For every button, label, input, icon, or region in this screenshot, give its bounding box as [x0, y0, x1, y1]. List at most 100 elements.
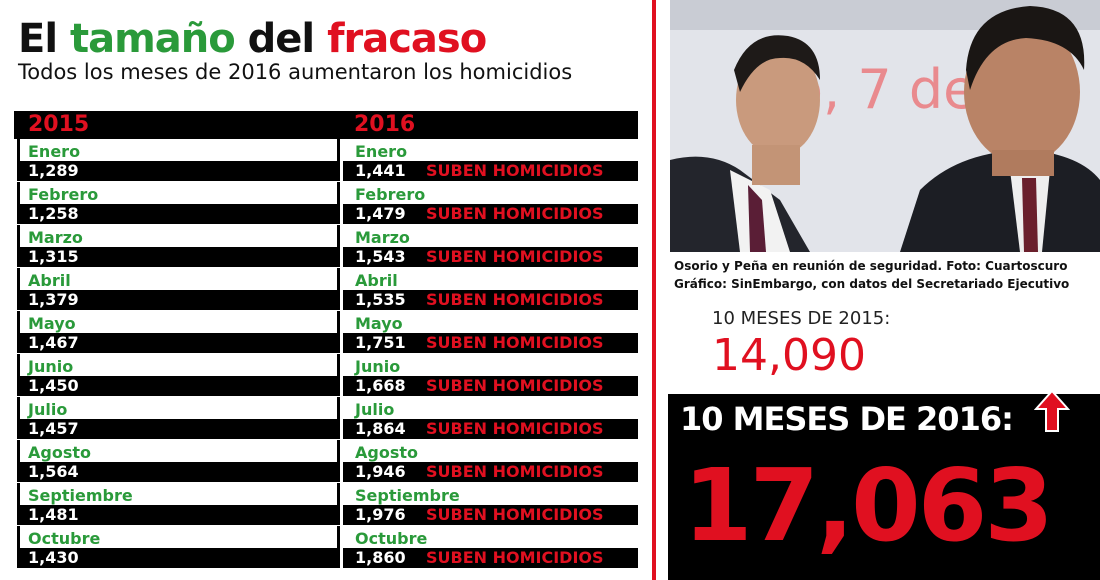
tag-suben-homicidios: SUBEN HOMICIDIOS	[426, 290, 604, 309]
value-2016: 1,976	[355, 505, 406, 524]
tag-suben-homicidios: SUBEN HOMICIDIOS	[426, 419, 604, 438]
value-2016: 1,479	[355, 204, 406, 223]
photo: o, 7 de n	[670, 0, 1100, 252]
month-label-2016: Octubre	[355, 529, 428, 548]
month-label-2016: Abril	[355, 271, 398, 290]
title-word-el: El	[18, 16, 58, 62]
header-2015-bar: 2015	[14, 111, 340, 139]
value-bar-2015	[17, 204, 340, 224]
total-2016-box	[668, 394, 1100, 580]
month-box-2015	[17, 440, 340, 464]
month-label-2016: Mayo	[355, 314, 403, 333]
month-label-2016: Julio	[355, 400, 395, 419]
total-2015-label: 10 MESES DE 2015:	[712, 308, 891, 329]
tag-suben-homicidios: SUBEN HOMICIDIOS	[426, 204, 604, 223]
value-bar-2015	[17, 419, 340, 439]
month-label-2016: Marzo	[355, 228, 410, 247]
value-bar-2016	[343, 333, 638, 353]
month-label-2015: Enero	[28, 142, 81, 161]
total-2015-value: 14,090	[712, 330, 866, 381]
value-bar-2016	[343, 462, 638, 482]
caption-graphic-credit: Gráfico: SinEmbargo, con datos del Secre…	[674, 277, 1070, 291]
total-2016-value: 17,063	[683, 447, 1054, 564]
value-bar-2015	[17, 462, 340, 482]
value-bar-2015	[17, 290, 340, 310]
month-label-2016: Enero	[355, 142, 408, 161]
value-2015: 1,481	[28, 505, 79, 524]
month-label-2016: Febrero	[355, 185, 426, 204]
month-label-2016: Septiembre	[355, 486, 460, 505]
value-2016: 1,668	[355, 376, 406, 395]
tag-suben-homicidios: SUBEN HOMICIDIOS	[426, 247, 604, 266]
month-box-2015	[17, 311, 340, 335]
value-2015: 1,258	[28, 204, 79, 223]
value-bar-2016	[343, 247, 638, 267]
caption-photo-credit: Osorio y Peña en reunión de seguridad. F…	[674, 259, 1068, 273]
page-title: El tamaño del fracaso	[18, 12, 487, 66]
value-2016: 1,535	[355, 290, 406, 309]
value-bar-2016	[343, 161, 638, 181]
value-2015: 1,289	[28, 161, 79, 180]
month-box-2015	[17, 268, 340, 292]
photo-caption: Osorio y Peña en reunión de seguridad. F…	[674, 257, 1069, 293]
value-2016: 1,543	[355, 247, 406, 266]
red-divider	[652, 0, 656, 580]
tag-suben-homicidios: SUBEN HOMICIDIOS	[426, 462, 604, 481]
title-word-tamano: tamaño	[69, 16, 236, 62]
month-label-2015: Septiembre	[28, 486, 133, 505]
tag-suben-homicidios: SUBEN HOMICIDIOS	[426, 161, 604, 180]
month-label-2015: Agosto	[28, 443, 91, 462]
tag-suben-homicidios: SUBEN HOMICIDIOS	[426, 505, 604, 524]
value-bar-2015	[17, 247, 340, 267]
month-label-2016: Junio	[355, 357, 401, 376]
value-2015: 1,430	[28, 548, 79, 567]
month-label-2015: Julio	[28, 400, 68, 419]
value-2015: 1,564	[28, 462, 79, 481]
value-2015: 1,450	[28, 376, 79, 395]
value-bar-2015	[17, 333, 340, 353]
header-2016: 2016	[354, 112, 416, 137]
month-box-2015	[17, 182, 340, 206]
month-label-2015: Octubre	[28, 529, 101, 548]
tag-suben-homicidios: SUBEN HOMICIDIOS	[426, 376, 604, 395]
month-box-2015	[17, 483, 340, 507]
total-2016-label: 10 MESES DE 2016:	[680, 400, 1014, 438]
title-word-del: del	[247, 16, 315, 62]
title-word-fracaso: fracaso	[327, 16, 487, 62]
value-bar-2016	[343, 548, 638, 568]
value-bar-2016	[343, 204, 638, 224]
month-box-2015	[17, 526, 340, 550]
month-box-2015	[17, 139, 340, 163]
value-bar-2015	[17, 548, 340, 568]
month-label-2015: Mayo	[28, 314, 76, 333]
month-label-2015: Marzo	[28, 228, 83, 247]
month-label-2015: Febrero	[28, 185, 99, 204]
month-label-2016: Agosto	[355, 443, 418, 462]
up-arrow-icon	[1033, 389, 1071, 433]
value-bar-2016	[343, 376, 638, 396]
month-box-2015	[17, 397, 340, 421]
value-2015: 1,467	[28, 333, 79, 352]
value-2015: 1,315	[28, 247, 79, 266]
value-bar-2016	[343, 505, 638, 525]
value-2016: 1,946	[355, 462, 406, 481]
month-label-2015: Junio	[28, 357, 74, 376]
month-box-2015	[17, 354, 340, 378]
value-2016: 1,860	[355, 548, 406, 567]
value-2016: 1,751	[355, 333, 406, 352]
value-bar-2016	[343, 290, 638, 310]
month-label-2015: Abril	[28, 271, 71, 290]
homicides-table: 2015 2016 Enero 1,289 Enero 1,441 SUBEN HOMI…	[14, 111, 638, 578]
tag-suben-homicidios: SUBEN HOMICIDIOS	[426, 333, 604, 352]
value-2015: 1,379	[28, 290, 79, 309]
value-2016: 1,441	[355, 161, 406, 180]
header-2016-bar: 2016	[340, 111, 638, 139]
value-2015: 1,457	[28, 419, 79, 438]
value-2016: 1,864	[355, 419, 406, 438]
value-bar-2015	[17, 376, 340, 396]
value-bar-2015	[17, 161, 340, 181]
header-2015: 2015	[28, 112, 90, 137]
month-box-2015	[17, 225, 340, 249]
value-bar-2015	[17, 505, 340, 525]
subtitle: Todos los meses de 2016 aumentaron los h…	[18, 60, 573, 84]
